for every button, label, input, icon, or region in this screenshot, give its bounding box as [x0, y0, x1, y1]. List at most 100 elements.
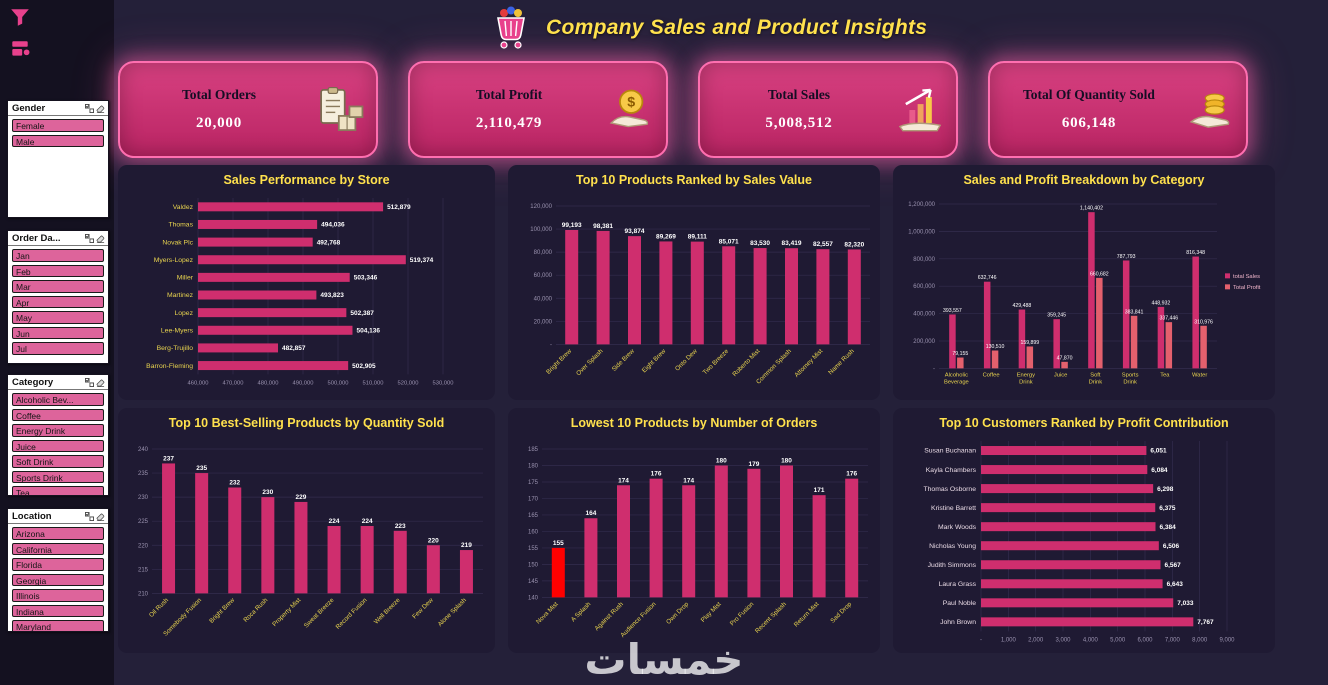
- bar[interactable]: [360, 525, 374, 593]
- slicer-item[interactable]: Male: [12, 134, 104, 147]
- bar[interactable]: [628, 235, 641, 344]
- slicer-item[interactable]: Maryland: [12, 620, 104, 631]
- bar[interactable]: [198, 325, 353, 335]
- shapes-icon[interactable]: [9, 38, 31, 60]
- bar[interactable]: [847, 249, 861, 344]
- slicer-item[interactable]: Georgia: [12, 573, 104, 586]
- slicer-item[interactable]: Sports Drink: [12, 470, 104, 483]
- bar[interactable]: [198, 290, 317, 300]
- top-products-sales-chart[interactable]: - 20,000 40,000 60,000 80,000 100,000 120,000 9…: [510, 190, 878, 398]
- bar[interactable]: [845, 478, 859, 597]
- bar[interactable]: [816, 248, 830, 344]
- slicer-item[interactable]: California: [12, 542, 104, 555]
- bar[interactable]: [294, 501, 308, 593]
- bar[interactable]: [1053, 318, 1060, 368]
- category-sales-profit-chart[interactable]: - 200,000 400,000 600,000 800,000 1,000,000 1,…: [895, 190, 1273, 398]
- slicer-item[interactable]: Tea: [12, 486, 104, 495]
- bar[interactable]: [1157, 306, 1165, 368]
- bar[interactable]: [565, 229, 579, 344]
- bar[interactable]: [426, 544, 440, 593]
- slicer-item[interactable]: Juice: [12, 439, 104, 452]
- bar[interactable]: [747, 468, 761, 597]
- bar[interactable]: [981, 540, 1159, 550]
- slicer-item[interactable]: Illinois: [12, 589, 104, 602]
- bar[interactable]: [198, 254, 406, 264]
- select-all-icon[interactable]: [85, 512, 94, 521]
- funnel-icon[interactable]: [9, 6, 31, 28]
- bar[interactable]: [682, 484, 696, 597]
- bar[interactable]: [1026, 346, 1034, 368]
- bar[interactable]: [198, 219, 318, 229]
- bar[interactable]: [659, 241, 673, 344]
- bar[interactable]: [1130, 315, 1138, 368]
- slicer-item[interactable]: Soft Drink: [12, 455, 104, 468]
- sales-by-store-chart[interactable]: 460,000 470,000 480,000 490,000 500,000 510,0…: [120, 190, 493, 398]
- bar[interactable]: [198, 343, 278, 353]
- bar[interactable]: [198, 272, 350, 282]
- bar[interactable]: [1200, 325, 1207, 368]
- bar[interactable]: [261, 496, 275, 593]
- select-all-icon[interactable]: [85, 378, 94, 387]
- bar[interactable]: [812, 494, 826, 597]
- bar[interactable]: [649, 478, 663, 597]
- slicer-item[interactable]: Coffee: [12, 408, 104, 421]
- bar[interactable]: [195, 472, 209, 593]
- bar[interactable]: [981, 616, 1194, 626]
- slicer-item[interactable]: Feb: [12, 264, 104, 277]
- bar[interactable]: [780, 465, 793, 597]
- bar[interactable]: [198, 201, 384, 211]
- slicer-item[interactable]: Apr: [12, 295, 104, 308]
- bar[interactable]: [957, 357, 964, 368]
- bar[interactable]: [949, 314, 956, 368]
- bar[interactable]: [981, 483, 1154, 493]
- bar[interactable]: [981, 464, 1148, 474]
- bar[interactable]: [198, 307, 347, 317]
- slicer-item[interactable]: Energy Drink: [12, 424, 104, 437]
- bar[interactable]: [981, 578, 1163, 588]
- bar[interactable]: [753, 247, 767, 344]
- bar[interactable]: [981, 445, 1147, 455]
- slicer-item[interactable]: Alcoholic Bev...: [12, 393, 104, 406]
- select-all-icon[interactable]: [85, 104, 94, 113]
- bar[interactable]: [690, 241, 704, 344]
- bar[interactable]: [981, 597, 1174, 607]
- select-all-icon[interactable]: [85, 234, 94, 243]
- bar[interactable]: [162, 463, 176, 593]
- top-customers-profit-chart[interactable]: - 1,000 2,000 3,000 4,000 5,000 6,000 7,000 8,00…: [895, 433, 1273, 651]
- bar[interactable]: [393, 530, 407, 593]
- slicer-item[interactable]: Indiana: [12, 604, 104, 617]
- bar[interactable]: [981, 502, 1156, 512]
- bar[interactable]: [198, 237, 313, 247]
- bar[interactable]: [1061, 361, 1068, 368]
- bar[interactable]: [1018, 309, 1026, 368]
- slicer-item[interactable]: Female: [12, 119, 104, 132]
- bar[interactable]: [459, 549, 473, 593]
- bar[interactable]: [981, 521, 1156, 531]
- lowest-products-orders-chart[interactable]: 140 145 150 155 160 165 170 175 180 185 155 Nova Mi…: [510, 433, 878, 651]
- slicer-item[interactable]: Arizona: [12, 527, 104, 540]
- slicer-item[interactable]: Mar: [12, 280, 104, 293]
- bar[interactable]: [551, 547, 565, 597]
- bar[interactable]: [1096, 277, 1103, 368]
- bar[interactable]: [991, 350, 999, 368]
- slicer-item[interactable]: Jan: [12, 249, 104, 262]
- bar[interactable]: [1192, 256, 1199, 368]
- eraser-icon[interactable]: [96, 512, 105, 521]
- bar[interactable]: [228, 487, 242, 593]
- bar[interactable]: [1165, 321, 1173, 368]
- bar[interactable]: [327, 525, 341, 593]
- bar[interactable]: [714, 465, 728, 597]
- bar[interactable]: [617, 484, 630, 597]
- bar[interactable]: [198, 360, 349, 370]
- bar[interactable]: [596, 230, 610, 344]
- bar[interactable]: [722, 245, 736, 344]
- bar[interactable]: [785, 247, 798, 344]
- slicer-item[interactable]: Jul: [12, 342, 104, 355]
- bar[interactable]: [584, 517, 598, 597]
- eraser-icon[interactable]: [96, 234, 105, 243]
- slicer-item[interactable]: Florida: [12, 558, 104, 571]
- eraser-icon[interactable]: [96, 104, 105, 113]
- bar[interactable]: [981, 559, 1161, 569]
- slicer-item[interactable]: May: [12, 311, 104, 324]
